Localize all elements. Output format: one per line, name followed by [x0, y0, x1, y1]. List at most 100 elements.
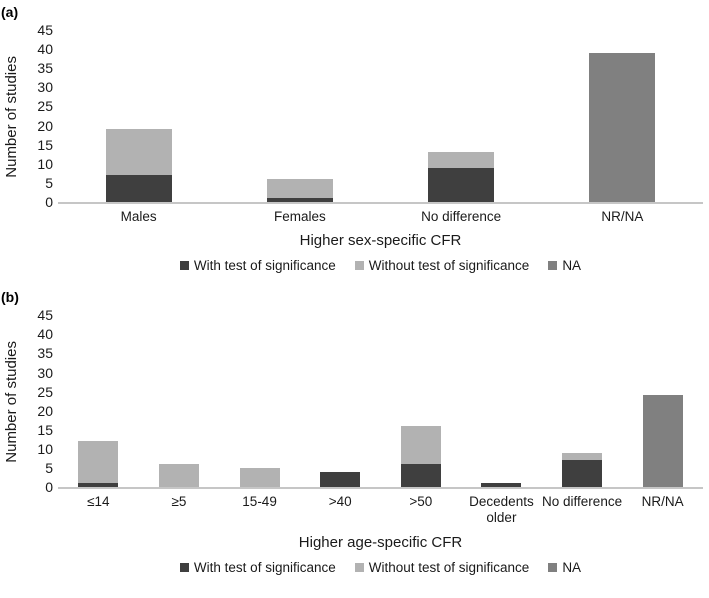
bar-segment: [239, 468, 280, 488]
bar-slot: [622, 395, 703, 488]
legend-item: NA: [548, 560, 581, 575]
bar-slot: [542, 452, 623, 488]
y-tick-label: 5: [45, 174, 53, 191]
bar-slot: [219, 468, 300, 488]
bar-segment: [428, 167, 495, 202]
bar-segment: [562, 452, 603, 461]
bar-segment: [589, 52, 656, 202]
bar-segment: [78, 441, 119, 484]
legend-item: With test of significance: [179, 559, 336, 575]
y-tick-label: 35: [37, 345, 53, 362]
bar-segment: [78, 483, 119, 488]
category-label: >40: [328, 494, 352, 510]
y-tick-label: 5: [45, 460, 53, 477]
x-axis-title: Higher sex-specific CFR: [299, 232, 462, 250]
stacked-bar: [105, 129, 172, 202]
legend-item: Without test of significance: [354, 559, 530, 575]
legend-swatch-icon: [179, 261, 189, 271]
legend-item: NA: [548, 258, 581, 273]
category-label: Males: [120, 209, 157, 224]
stacked-bar: [562, 452, 603, 488]
bar-slot: [58, 129, 219, 202]
category-label: 15-49: [242, 494, 277, 510]
y-tick-label: 45: [37, 307, 53, 324]
y-axis-ticks: 0 5 10 15 20 25 30 35 40 45: [22, 308, 58, 494]
y-tick-label: 45: [37, 22, 53, 38]
y-tick-label: 10: [37, 155, 53, 172]
bar-slot: [542, 52, 703, 202]
category-label: ≤14: [87, 494, 110, 510]
legend-label: Without test of significance: [368, 258, 530, 274]
y-axis-ticks: 0 5 10 15 20 25 30 35 40 45: [22, 23, 58, 209]
y-tick-label: 15: [37, 136, 53, 153]
y-tick-label: 0: [45, 194, 53, 210]
y-tick-label: 30: [37, 364, 53, 381]
category-label: >50: [409, 494, 433, 510]
legend-swatch-icon: [548, 562, 558, 572]
panel-b-label: (b): [1, 289, 19, 306]
legend-item: Without test of significance: [354, 258, 530, 274]
y-tick-label: 35: [37, 60, 53, 77]
bar-segment: [320, 471, 361, 488]
bar-segment: [400, 426, 441, 465]
bar-segment: [105, 175, 172, 202]
y-tick-label: 20: [37, 117, 53, 134]
bar-segment: [400, 464, 441, 488]
category-label: NR/NA: [601, 209, 644, 224]
category-label: Females: [273, 209, 326, 224]
bar-segment: [158, 464, 199, 488]
stacked-bar: [320, 471, 361, 488]
category-label: No difference: [421, 209, 502, 224]
category-label: NR/NA: [641, 494, 684, 510]
y-tick-label: 25: [37, 383, 53, 400]
bar-segment: [562, 460, 603, 488]
stacked-bar: [266, 179, 333, 202]
panel-b: (b) Number of studies 0 5 10 15 20 25 30 35 40 45…: [0, 285, 709, 575]
x-axis-title: Higher age-specific CFR: [298, 533, 463, 551]
bar-slot: [461, 483, 542, 488]
bar-slot: [381, 152, 542, 202]
y-tick-label: 15: [37, 421, 53, 438]
stacked-bar: [158, 464, 199, 488]
bar-segment: [642, 395, 683, 488]
bar-segment: [105, 129, 172, 176]
category-label: No difference: [542, 494, 623, 510]
bar-segment: [266, 179, 333, 199]
stacked-bar: [589, 52, 656, 202]
legend-swatch-icon: [179, 562, 189, 572]
bar-slot: [58, 441, 139, 488]
bar-segment: [428, 152, 495, 168]
legend: With test of significance Without test of…: [58, 258, 703, 273]
bar-slot: [300, 471, 381, 488]
bar-segment: [481, 483, 522, 488]
y-tick-label: 10: [37, 440, 53, 457]
plot-area: [58, 315, 703, 490]
category-label: Decedents older: [469, 494, 534, 526]
stacked-bar: [78, 441, 119, 488]
stacked-bar: [400, 426, 441, 488]
legend-label: Without test of significance: [368, 559, 530, 575]
y-tick-label: 30: [37, 79, 53, 96]
y-tick-label: 40: [37, 326, 53, 343]
legend-swatch-icon: [354, 261, 364, 271]
panel-a-label: (a): [1, 4, 19, 20]
y-tick-label: 0: [45, 479, 53, 496]
legend-label: With test of significance: [193, 258, 336, 274]
legend-item: With test of significance: [179, 258, 336, 274]
category-labels: ≤14 ≥5 15-49 >40 >50 Decedents older No differ…: [58, 494, 703, 526]
legend-label: NA: [562, 258, 582, 274]
category-labels: Males Females No difference NR/NA: [58, 209, 703, 225]
plot-area: [58, 30, 703, 204]
stacked-bar: [428, 152, 495, 202]
y-axis-title: Number of studies: [2, 341, 20, 464]
legend-label: NA: [562, 559, 582, 575]
category-label: ≥5: [171, 494, 187, 510]
bar-slot: [381, 426, 462, 488]
y-tick-label: 20: [37, 402, 53, 419]
y-tick-label: 25: [37, 98, 53, 115]
legend-swatch-icon: [354, 562, 364, 572]
stacked-bar: [642, 395, 683, 488]
legend-swatch-icon: [548, 261, 558, 271]
legend-label: With test of significance: [193, 559, 336, 575]
